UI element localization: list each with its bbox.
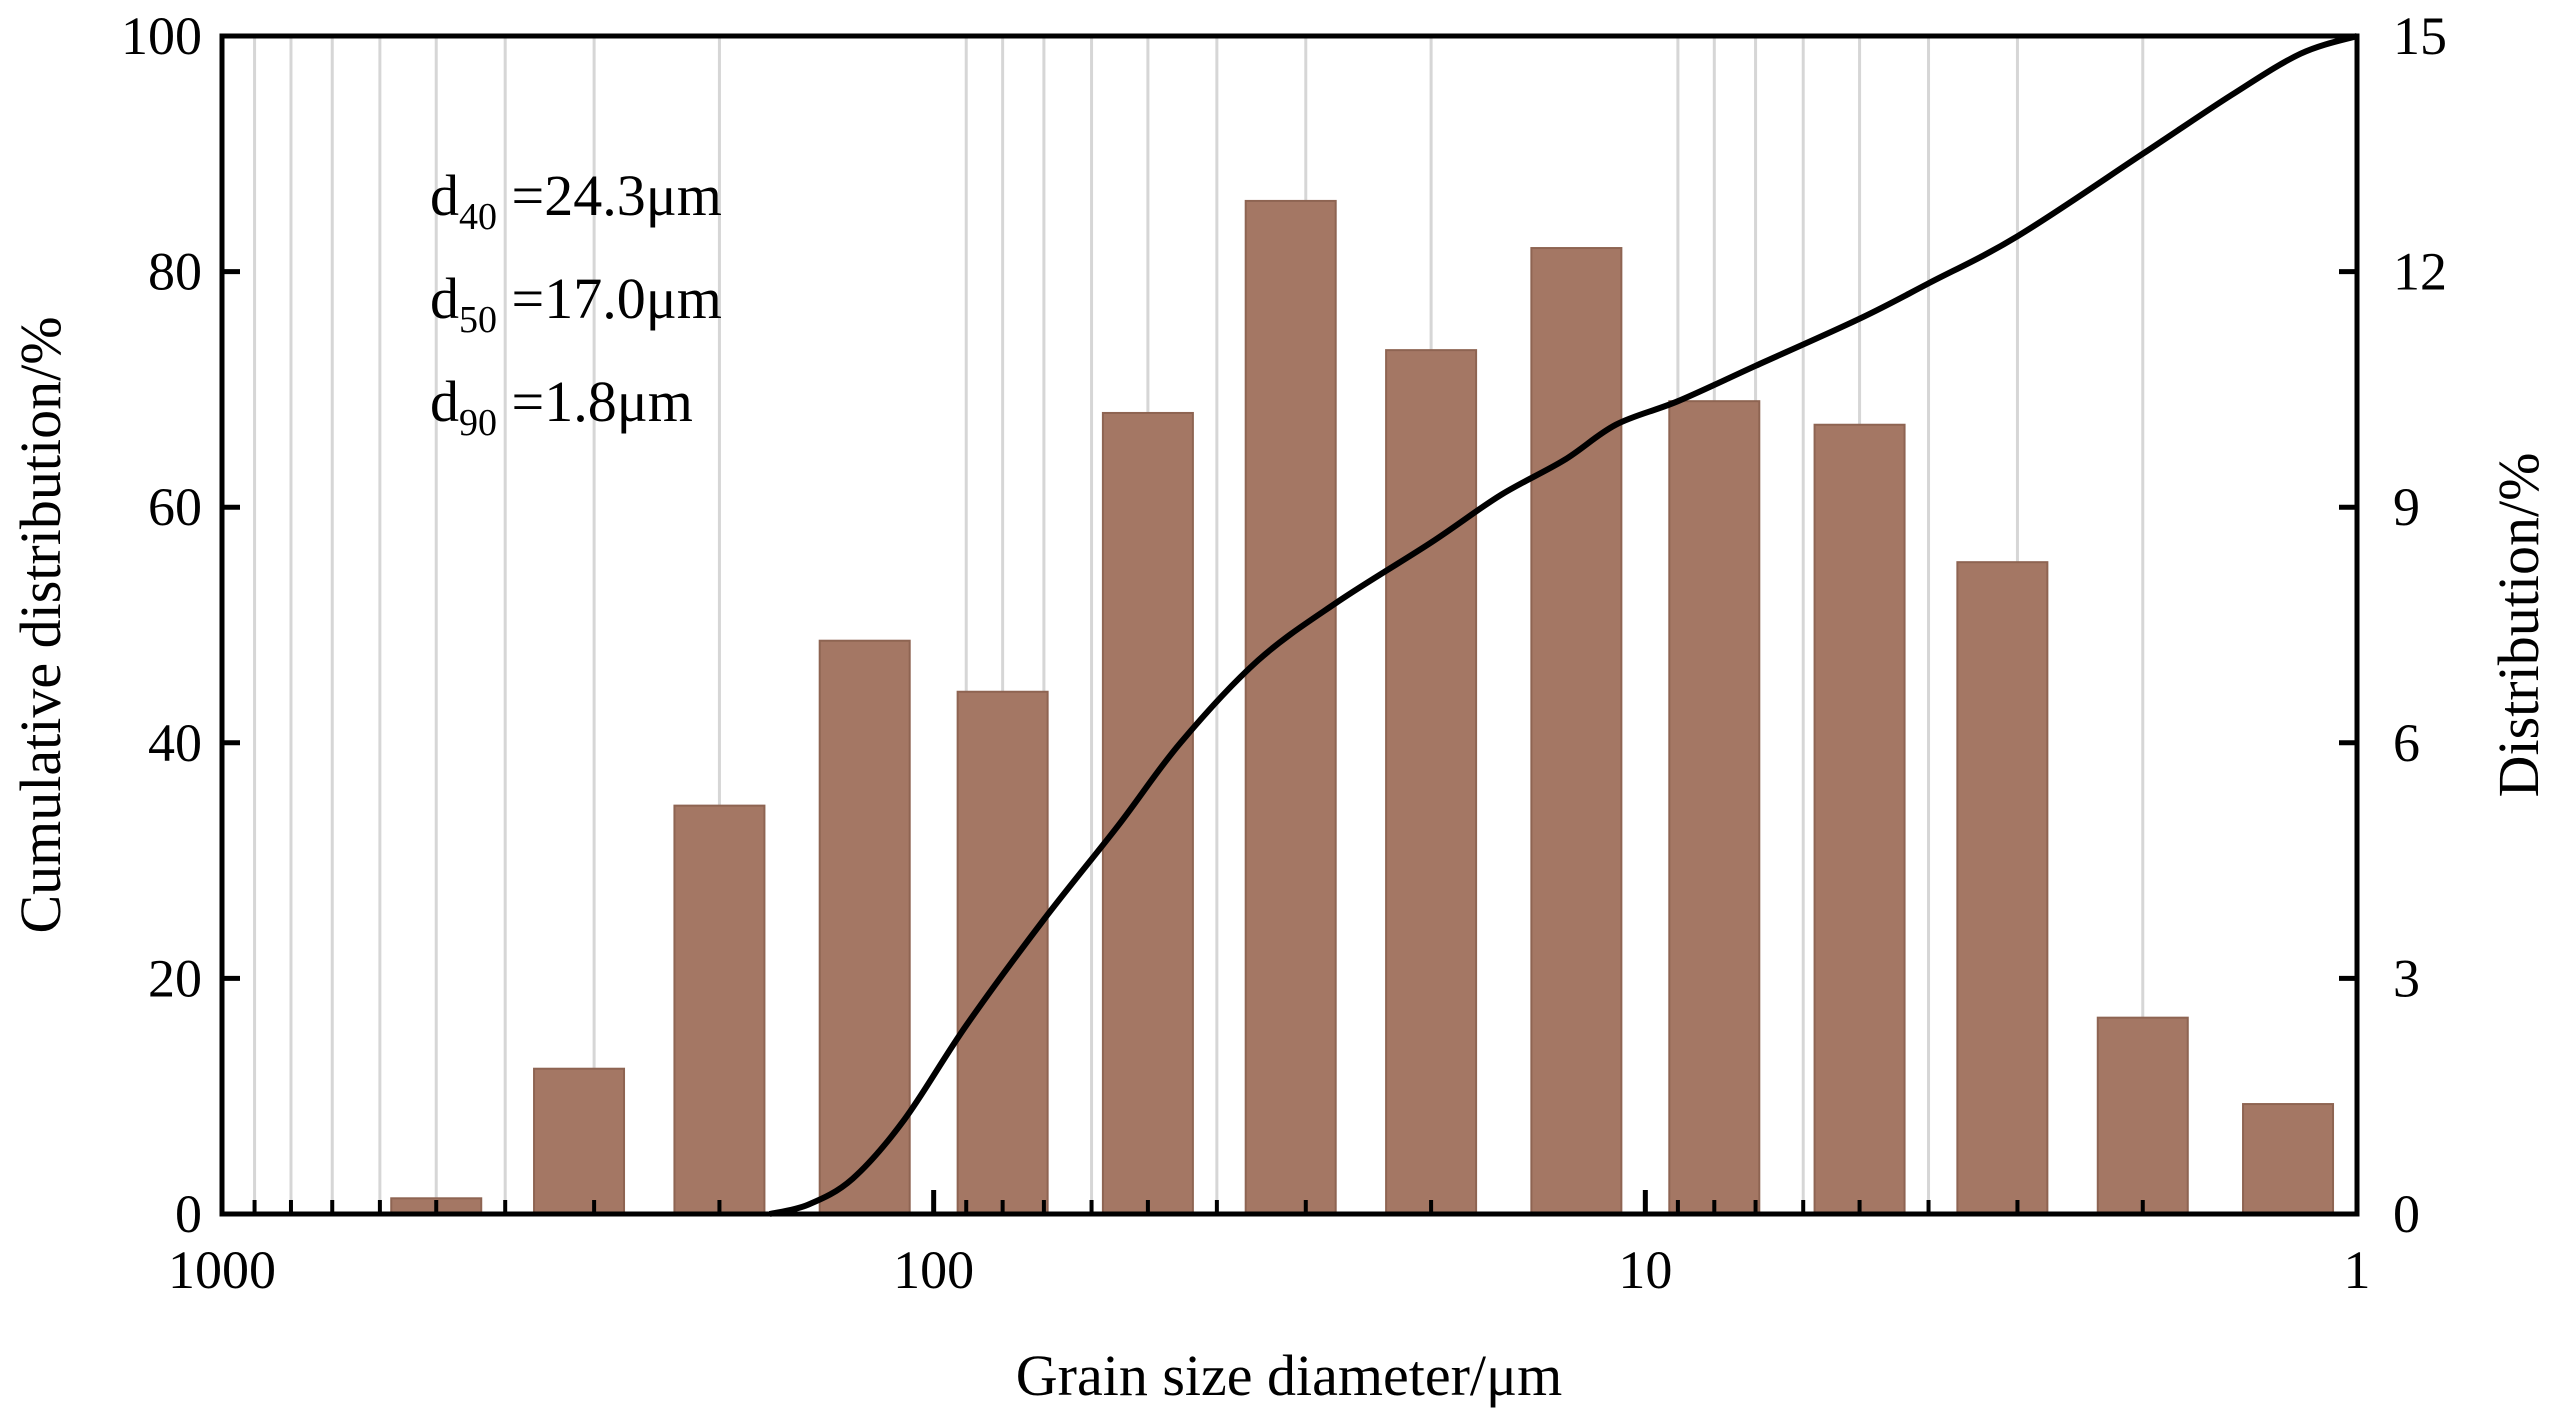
distribution-bar — [818, 639, 911, 1215]
plot-frame — [219, 33, 2360, 1217]
distribution-bars — [390, 199, 2335, 1216]
distribution-bar — [1530, 247, 1623, 1216]
cumulative-curve-line — [768, 33, 2358, 1217]
y-right-tick-label: 0 — [2393, 1184, 2420, 1244]
annotation-d90: d90 =1.8μm — [430, 369, 693, 444]
x-axis-title: Grain size diameter/μm — [1016, 1343, 1562, 1408]
cumulative-curve — [768, 33, 2358, 1217]
y-left-tick-label: 40 — [148, 713, 202, 773]
y-right-tick-label: 6 — [2393, 713, 2420, 773]
distribution-bar — [2096, 1016, 2189, 1216]
y-right-tick-label: 15 — [2393, 6, 2447, 66]
distribution-bar — [1101, 411, 1194, 1215]
annotation-d50: d50 =17.0μm — [430, 266, 722, 341]
x-tick-label: 1000 — [168, 1240, 276, 1300]
x-tick-label: 100 — [893, 1240, 974, 1300]
y-left-tick-label: 60 — [148, 477, 202, 537]
y-left-tick-label: 100 — [121, 6, 202, 66]
y-right-tick-label: 12 — [2393, 242, 2447, 302]
y-left-tick-label: 20 — [148, 948, 202, 1008]
y-right-tick-label: 3 — [2393, 948, 2420, 1008]
distribution-bar — [1956, 561, 2049, 1215]
y-left-axis-title: Cumulative distribution/% — [8, 316, 73, 933]
distribution-bar — [533, 1067, 626, 1216]
x-tick-label: 1 — [2344, 1240, 2371, 1300]
distribution-bar — [1813, 423, 1906, 1215]
y-left-tick-label: 80 — [148, 242, 202, 302]
distribution-bar — [673, 804, 766, 1215]
distribution-bar — [1244, 199, 1337, 1216]
distribution-bar — [1385, 349, 1478, 1215]
axis-ticks — [219, 33, 2360, 1217]
y-right-axis-title: Distribution/% — [2486, 453, 2551, 798]
distribution-bar — [1668, 400, 1761, 1215]
x-tick-label: 10 — [1618, 1240, 1672, 1300]
annotation-d40: d40 =24.3μm — [430, 163, 722, 238]
y-left-tick-label: 0 — [175, 1184, 202, 1244]
y-right-tick-label: 9 — [2393, 477, 2420, 537]
annotation-block: d40 =24.3μm d50 =17.0μm d90 =1.8μm — [430, 163, 722, 444]
distribution-bar — [2242, 1103, 2335, 1216]
distribution-bar — [956, 690, 1049, 1215]
